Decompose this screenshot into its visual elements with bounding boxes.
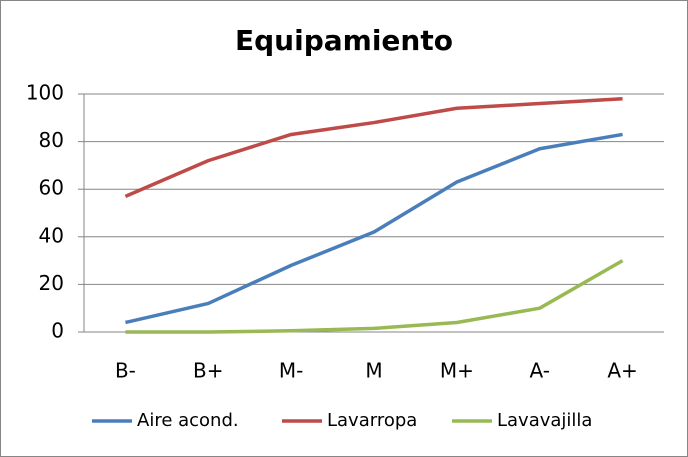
x-tick-label: A+	[607, 359, 637, 383]
y-tick-label: 100	[26, 81, 64, 105]
x-tick-label: M+	[440, 359, 474, 383]
y-tick-label: 20	[39, 271, 64, 295]
legend-label: Lavavajilla	[497, 410, 592, 431]
x-tick-label: A-	[529, 359, 549, 383]
line	[125, 259, 624, 334]
y-tick-label: 0	[51, 319, 64, 343]
y-tick-label: 80	[39, 128, 64, 152]
y-tick-label: 40	[39, 223, 64, 247]
y-tick-label: 60	[39, 176, 64, 200]
chart-title: Equipamiento	[235, 24, 453, 57]
x-tick-label: M	[365, 359, 382, 383]
line	[125, 132, 623, 325]
x-tick-label: M-	[279, 359, 303, 383]
x-tick-label: B-	[115, 359, 136, 383]
legend-label: Lavarropa	[327, 410, 417, 431]
line	[124, 97, 623, 198]
legend-label: Aire acond.	[137, 410, 239, 431]
x-tick-label: B+	[193, 359, 223, 383]
